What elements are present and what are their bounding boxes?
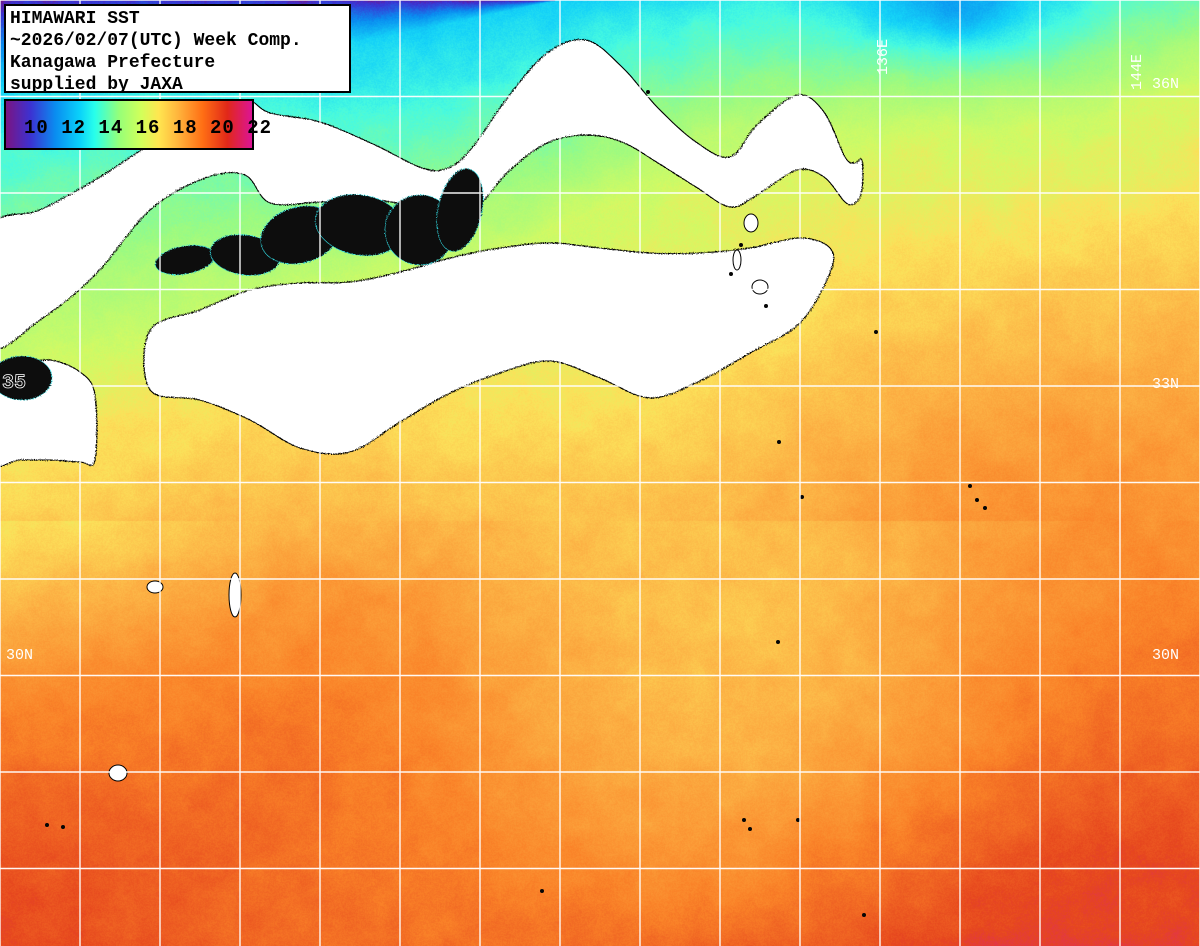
- svg-text:30N: 30N: [1152, 647, 1179, 664]
- svg-text:144E: 144E: [1129, 54, 1146, 90]
- svg-text:30N: 30N: [6, 647, 33, 664]
- svg-text:35: 35: [2, 372, 26, 395]
- svg-text:33N: 33N: [1152, 376, 1179, 393]
- svg-text:136E: 136E: [875, 39, 892, 75]
- svg-text:36N: 36N: [1152, 76, 1179, 93]
